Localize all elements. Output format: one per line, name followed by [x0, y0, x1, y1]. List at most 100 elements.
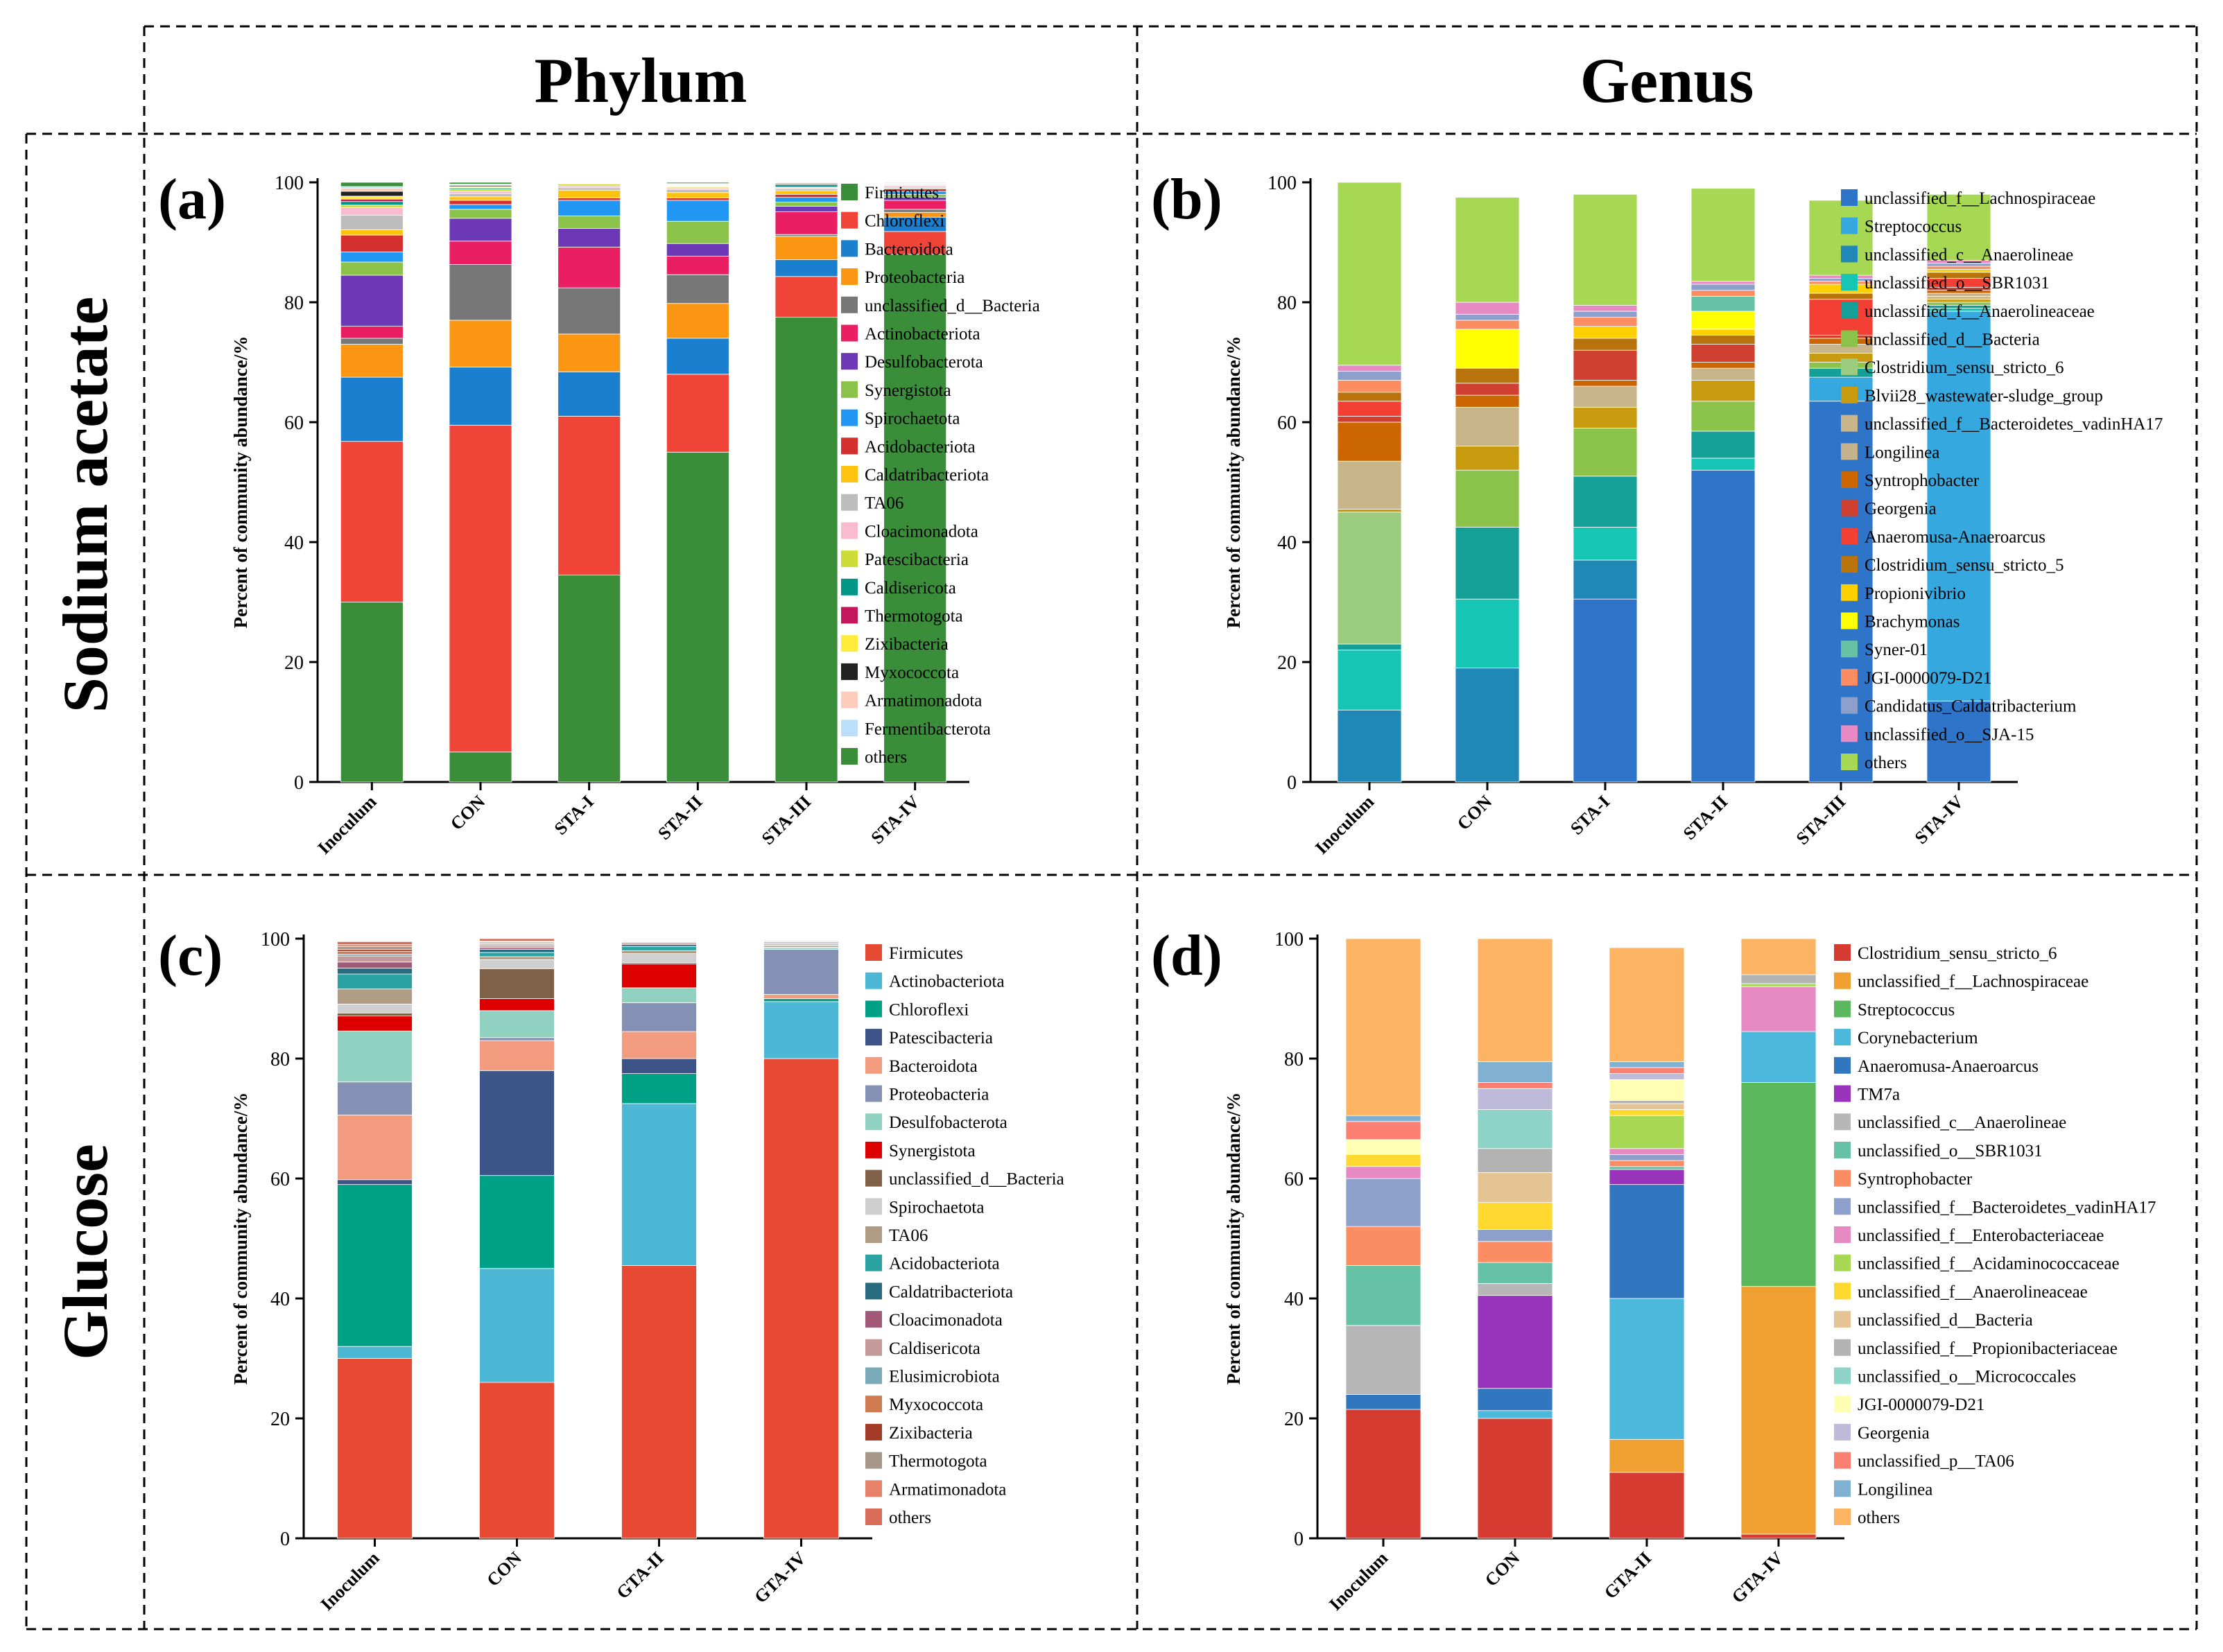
- legend-label-elusimicrobiota: Elusimicrobiota: [889, 1368, 1000, 1386]
- x-tick-label-gta-ii: GTA-II: [1600, 1548, 1655, 1603]
- bar-segment-sta-iii-desulfobacterota: [775, 206, 838, 212]
- y-tick-label: 40: [1284, 1289, 1304, 1310]
- legend-swatch-caldatribacteriota: [865, 1283, 882, 1300]
- legend-label-syner-01: Syner-01: [1865, 641, 1928, 659]
- bar-segment-sta-i-propionivibrio: [1573, 326, 1638, 339]
- panel-label-c: (c): [158, 923, 223, 988]
- bar-segment-con-chloroflexi: [449, 424, 512, 753]
- bar-segment-sta-iv-longilinea: [1926, 293, 1991, 297]
- bar-segment-sta-iii-actinobacteriota: [775, 211, 838, 235]
- legend-swatch-unclassified-f-acidaminococcaceae: [1834, 1254, 1851, 1271]
- legend-label-brachymonas: Brachymonas: [1865, 613, 1960, 632]
- bar-segment-con-others: [1477, 938, 1553, 1062]
- legend-label-firmicutes: Firmicutes: [889, 944, 963, 963]
- x-tick-label-sta-ii: STA-II: [1679, 792, 1731, 844]
- y-axis-label-b: Percent of community abundance/%: [1223, 336, 1244, 629]
- bar-segment-gta-iv-actinobacteriota: [763, 1001, 839, 1059]
- bar-segment-inoculum-syntrophobacter: [1345, 1226, 1421, 1266]
- x-tick-label-inoculum: Inoculum: [1325, 1547, 1392, 1614]
- bar-segment-inoculum-thermotogota: [337, 946, 413, 950]
- legend-swatch-cloacimonadota: [841, 522, 858, 539]
- legend-label-unclassified-f-acidaminococcaceae: unclassified_f__Acidaminococcaceae: [1858, 1255, 2120, 1273]
- bar-segment-sta-i-acidobacteriota: [557, 198, 621, 201]
- bar-segment-inoculum-ta06: [340, 215, 404, 230]
- bar-segment-sta-iii-myxococcota: [775, 182, 838, 184]
- bar-segment-inoculum-spirochaetota: [340, 251, 404, 263]
- legend-label-unclassified-o-sbr1031: unclassified_o__SBR1031: [1865, 274, 2050, 293]
- panel-label-a: (a): [158, 167, 226, 232]
- legend-swatch-actinobacteriota: [865, 972, 882, 989]
- legend-swatch-chloroflexi: [865, 1000, 882, 1018]
- legend-label-unclassified-f-bacteroidetes-vadinha17: unclassified_f__Bacteroidetes_vadinHA17: [1865, 415, 2163, 434]
- bar-segment-gta-ii-firmicutes: [621, 1265, 697, 1539]
- bar-segment-gta-ii-syntrophobacter: [1609, 1160, 1685, 1167]
- legend-swatch-clostridium-sensu-stricto-6: [1834, 944, 1851, 961]
- legend-swatch-unclassified-f-bacteroidetes-vadinha17: [1841, 415, 1858, 432]
- bar-segment-inoculum-armatimonadota: [340, 188, 404, 192]
- legend-swatch-syner-01: [1841, 641, 1858, 658]
- legend-swatch-ta06: [865, 1226, 882, 1243]
- legend-label-armatimonadota: Armatimonadota: [889, 1480, 1006, 1499]
- bar-segment-sta-i-synergistota: [557, 216, 621, 229]
- bar-segment-con-unclassified-o-micrococcales: [1477, 1109, 1553, 1149]
- bar-segment-con-actinobacteriota: [479, 1268, 555, 1383]
- bar-segment-sta-ii-unclassified-d-bacteria: [666, 274, 729, 304]
- legend-swatch-blvii28-wastewater-sludge-group: [1841, 386, 1858, 403]
- legend-swatch-thermotogota: [841, 607, 858, 624]
- bar-segment-con-unclassified-o-sbr1031: [1455, 598, 1520, 669]
- bar-segment-sta-iii-acidobacteriota: [775, 193, 838, 198]
- legend-swatch-chloroflexi: [841, 211, 858, 229]
- bar-segment-sta-i-unclassified-f-anaerolineaceae: [1573, 476, 1638, 528]
- legend-label-synergistota: Synergistota: [889, 1142, 976, 1160]
- y-tick-label: 60: [1284, 1169, 1304, 1190]
- legend-label-unclassified-d-bacteria: unclassified_d__Bacteria: [889, 1170, 1064, 1189]
- bar-segment-con-corynebacterium: [1477, 1410, 1553, 1419]
- bar-segment-con-unclassified-d-bacteria: [1455, 469, 1520, 528]
- bar-segment-gta-ii-spirochaetota: [621, 953, 697, 964]
- legend-swatch-caldisericota: [865, 1339, 882, 1356]
- y-tick-label: 60: [1277, 412, 1297, 434]
- y-tick-label: 60: [284, 412, 304, 434]
- bar-segment-sta-i-actinobacteriota: [557, 247, 621, 288]
- legend-swatch-unclassified-d-bacteria: [841, 296, 858, 313]
- x-tick-label-gta-ii: GTA-II: [612, 1548, 667, 1603]
- bar-segment-sta-ii-actinobacteriota: [666, 255, 729, 275]
- bar-segment-sta-ii-unclassified-f-bacteroidetes-vadinha17: [1690, 367, 1756, 381]
- bar-segment-gta-ii-unclassified-d-bacteria: [1609, 1103, 1685, 1110]
- bar-segment-gta-ii-unclassified-p-ta06: [1609, 1067, 1685, 1075]
- legend-swatch-armatimonadota: [865, 1480, 882, 1497]
- y-tick-label: 100: [275, 173, 304, 194]
- bar-segment-gta-iv-bacteroidota: [763, 994, 839, 999]
- legend-label-chloroflexi: Chloroflexi: [889, 1000, 969, 1019]
- bar-segment-inoculum-acidobacteriota: [337, 973, 413, 990]
- legend-swatch-tm7a: [1834, 1085, 1851, 1102]
- legend-label-candidatus-caldatribacterium: Candidatus_Caldatribacterium: [1865, 697, 2077, 716]
- legend-swatch-unclassified-d-bacteria: [1834, 1311, 1851, 1328]
- legend-label-spirochaetota: Spirochaetota: [865, 410, 960, 428]
- bar-segment-inoculum-desulfobacterota: [337, 1030, 413, 1083]
- legend-label-cloacimonadota: Cloacimonadota: [865, 522, 978, 541]
- legend-swatch-unclassified-d-bacteria: [1841, 330, 1858, 347]
- y-tick-label: 40: [284, 532, 304, 554]
- x-tick-label-sta-i: STA-I: [1566, 792, 1614, 839]
- bar-segment-con-unclassified-f-anaerolineaceae: [1455, 526, 1520, 600]
- bar-segment-inoculum-chloroflexi: [340, 441, 404, 602]
- bar-segment-sta-ii-others: [666, 182, 729, 184]
- bar-segment-con-caldatribacteriota: [449, 196, 512, 201]
- bar-segment-con-firmicutes: [449, 751, 512, 783]
- legend-label-acidobacteriota: Acidobacteriota: [889, 1255, 1000, 1273]
- bar-segment-con-actinobacteriota: [449, 241, 512, 265]
- bar-segment-inoculum-caldisericota: [340, 201, 404, 206]
- legend-swatch-caldisericota: [841, 578, 858, 595]
- bar-segment-con-syntrophobacter: [1455, 394, 1520, 408]
- legend-swatch-unclassified-f-enterobacteriaceae: [1834, 1226, 1851, 1243]
- legend-swatch-proteobacteria: [841, 268, 858, 286]
- x-tick-label-inoculum: Inoculum: [1311, 791, 1378, 858]
- bar-segment-con-brachymonas: [1455, 329, 1520, 369]
- bar-segment-gta-iv-chloroflexi: [763, 998, 839, 1002]
- bar-segment-gta-ii-desulfobacterota: [621, 987, 697, 1003]
- bar-segment-con-tm7a: [1477, 1295, 1553, 1389]
- bar-segment-sta-iii-chloroflexi: [775, 276, 838, 318]
- bar-segment-sta-iii-caldatribacteriota: [775, 190, 838, 195]
